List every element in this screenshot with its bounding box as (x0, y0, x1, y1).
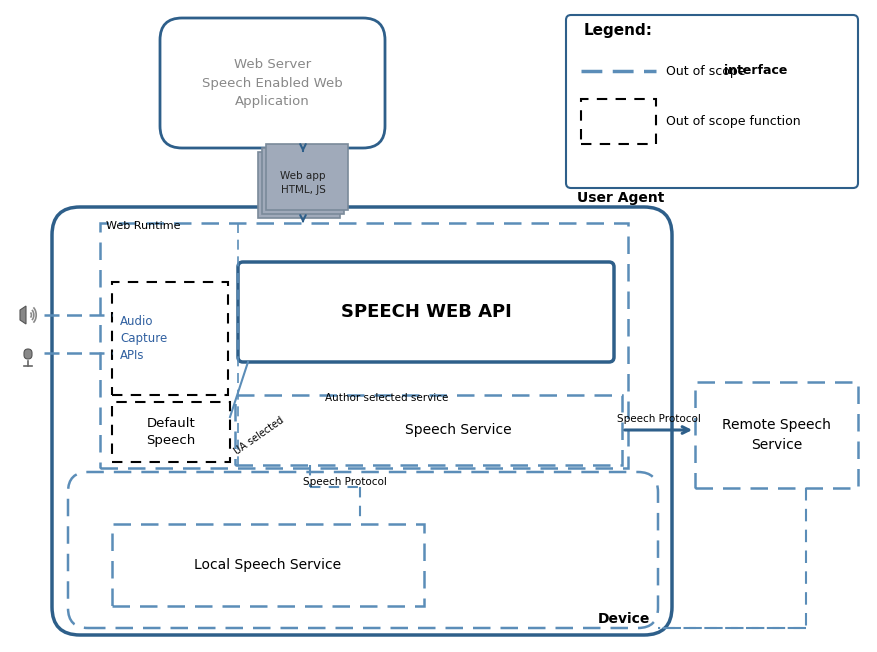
Text: Speech Protocol: Speech Protocol (617, 414, 701, 424)
Text: Author selected service: Author selected service (325, 393, 448, 403)
Text: Legend:: Legend: (584, 23, 653, 38)
Text: Remote Speech
Service: Remote Speech Service (722, 418, 831, 452)
Text: Device: Device (597, 612, 650, 626)
Bar (100, 223, 628, 468)
Bar (258, 152, 340, 218)
Text: Web app
HTML, JS: Web app HTML, JS (281, 171, 325, 194)
Bar (266, 144, 348, 210)
Text: Speech Service: Speech Service (405, 423, 512, 437)
Bar (262, 148, 344, 214)
FancyBboxPatch shape (24, 349, 32, 359)
Bar (581, 99, 656, 144)
Text: Audio
Capture
APIs: Audio Capture APIs (120, 315, 168, 362)
Text: SPEECH WEB API: SPEECH WEB API (340, 303, 511, 321)
Text: Local Speech Service: Local Speech Service (195, 558, 341, 572)
Text: interface: interface (724, 65, 788, 78)
Bar (695, 382, 858, 488)
Bar (112, 282, 228, 395)
Text: Default
Speech: Default Speech (146, 417, 196, 447)
Text: Web Server
Speech Enabled Web
Application: Web Server Speech Enabled Web Applicatio… (202, 59, 343, 108)
Polygon shape (20, 306, 26, 324)
Bar (112, 524, 424, 606)
Text: User Agent: User Agent (576, 191, 664, 205)
Text: UA selected: UA selected (232, 415, 285, 456)
Text: Out of scope: Out of scope (666, 65, 750, 78)
Text: Out of scope function: Out of scope function (666, 115, 801, 128)
Text: Web Runtime: Web Runtime (106, 221, 181, 231)
Text: Speech Protocol: Speech Protocol (303, 477, 387, 487)
Bar (235, 395, 622, 465)
Bar (112, 402, 230, 462)
